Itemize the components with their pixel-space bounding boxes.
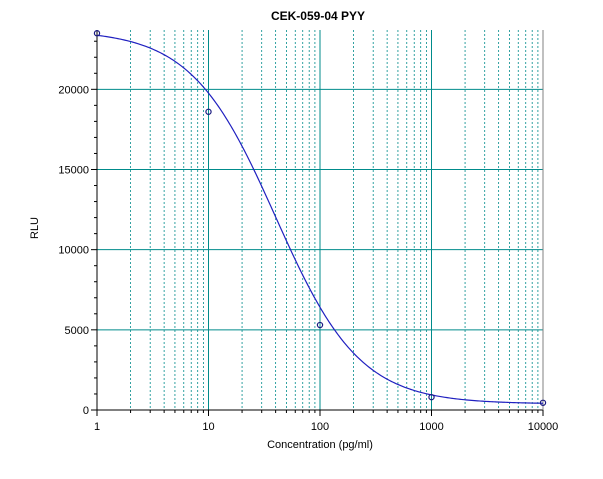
data-point [93,30,101,37]
y-tick-label: 0 [83,405,89,417]
x-tick-label: 1 [94,421,100,433]
x-tick-label: 10000 [528,421,559,433]
data-point [539,399,547,406]
data-point [428,393,435,401]
y-tick-label: 10000 [58,245,89,257]
y-tick-label: 15000 [58,164,89,176]
tick-labels: 1 10 100 1000 10000 0 5000 10000 15000 20000 [58,84,558,433]
x-axis-label: Concentration (pg/ml) [267,439,373,451]
data-points [93,30,547,406]
y-tick-label: 20000 [58,84,89,96]
axes [91,30,544,416]
data-point [316,321,324,329]
grid-lines [97,30,543,410]
y-tick-label: 5000 [65,325,89,337]
data-point [205,108,212,115]
y-axis-label: RLU [29,217,41,239]
x-tick-label: 1000 [419,421,443,433]
fit-curve [96,34,544,404]
x-tick-label: 100 [311,421,329,433]
x-tick-label: 10 [202,421,214,433]
chart-title: CEK-059-04 PYY [271,9,365,23]
